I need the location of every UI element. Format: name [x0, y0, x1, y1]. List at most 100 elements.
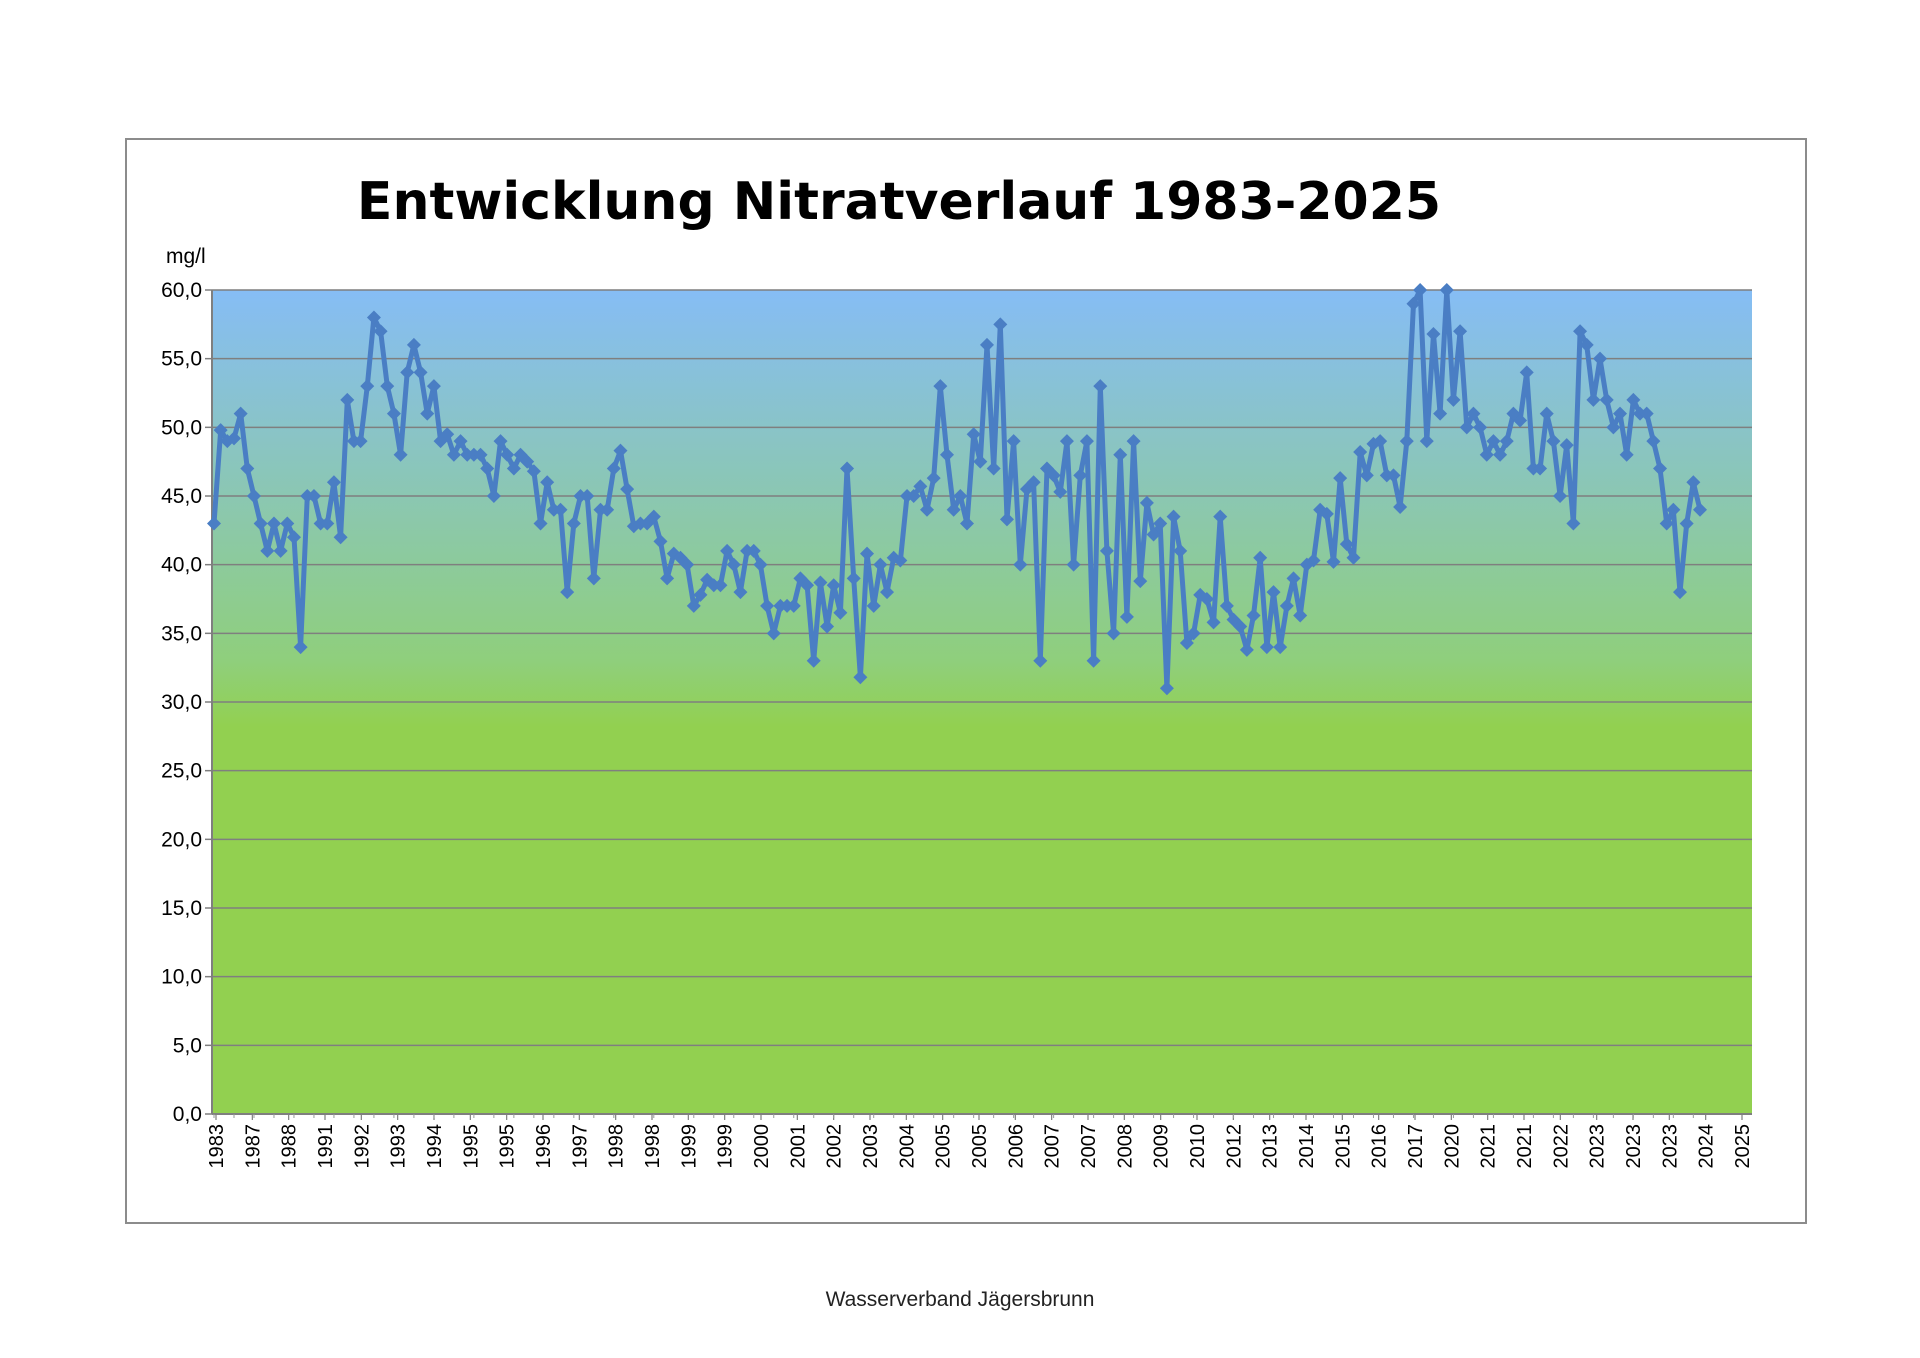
x-tick-label: 1998 — [606, 1124, 628, 1169]
x-tick-label: 1993 — [388, 1124, 410, 1169]
x-tick-label: 1994 — [424, 1124, 446, 1169]
data-point — [1459, 420, 1474, 435]
data-point — [660, 571, 675, 586]
x-tick-label: 2023 — [1587, 1124, 1609, 1169]
data-point — [806, 653, 821, 668]
y-tick-label: 10,0 — [161, 966, 202, 989]
x-tick-label: 2003 — [860, 1124, 882, 1169]
data-point — [833, 605, 848, 620]
data-point — [1246, 608, 1261, 623]
data-point — [340, 392, 355, 407]
data-point — [966, 427, 981, 442]
data-point — [440, 427, 455, 442]
data-point — [620, 482, 635, 497]
data-point — [1419, 434, 1434, 449]
y-tick-label: 60,0 — [161, 279, 202, 302]
data-point — [1439, 283, 1454, 297]
data-point — [1446, 392, 1461, 407]
data-point — [580, 489, 595, 503]
data-point — [1146, 527, 1161, 542]
data-point — [426, 379, 441, 394]
data-point — [1386, 468, 1401, 483]
data-point — [753, 557, 768, 572]
data-point — [853, 670, 868, 685]
data-point — [1079, 434, 1094, 449]
data-point — [1519, 365, 1534, 380]
data-point — [1513, 413, 1528, 428]
x-tick-label: 2023 — [1659, 1124, 1681, 1169]
y-tick-label: 30,0 — [161, 691, 202, 714]
data-point — [1573, 324, 1588, 339]
data-point — [400, 365, 415, 380]
data-point — [793, 571, 808, 586]
data-point — [1326, 554, 1341, 569]
chart-frame: 0,0 5,0 10,0 15,0 20,0 25,0 30,0 35,0 40,0 45,0 50… — [125, 138, 1807, 1224]
data-point — [373, 324, 388, 339]
data-point — [1113, 447, 1128, 462]
data-point — [800, 578, 815, 593]
data-point — [1139, 495, 1154, 510]
data-point — [1186, 626, 1201, 641]
data-point — [366, 310, 381, 325]
data-point — [220, 434, 235, 449]
y-tick-label: 20,0 — [161, 828, 202, 851]
data-point — [1619, 447, 1634, 462]
data-point — [1053, 484, 1068, 499]
data-point — [973, 454, 988, 469]
data-point — [1399, 434, 1414, 449]
data-point — [413, 365, 428, 380]
data-point — [1646, 434, 1661, 449]
x-tick-label: 2021 — [1478, 1124, 1500, 1169]
data-point — [1533, 461, 1548, 476]
data-point — [1119, 609, 1134, 624]
data-point — [766, 626, 781, 641]
data-point — [1679, 516, 1694, 531]
data-point — [1066, 557, 1081, 572]
data-point — [1426, 326, 1441, 341]
data-point — [266, 516, 281, 531]
data-point — [260, 543, 275, 558]
data-point — [1586, 392, 1601, 407]
data-point — [746, 543, 761, 558]
data-point — [713, 578, 728, 593]
x-tick-label: 1988 — [279, 1124, 301, 1169]
data-point — [920, 502, 935, 517]
data-point — [473, 447, 488, 462]
data-point — [1133, 574, 1148, 589]
data-point — [1299, 557, 1314, 572]
data-point — [946, 502, 961, 517]
data-point — [653, 534, 668, 549]
y-tick-label: 15,0 — [161, 897, 202, 920]
data-point — [380, 379, 395, 394]
x-tick-label: 1998 — [642, 1124, 664, 1169]
axis-labels: 0,0 5,0 10,0 15,0 20,0 25,0 30,0 35,0 40,0 45,0 50… — [161, 279, 1754, 1169]
data-point — [866, 598, 881, 613]
y-tick-label: 25,0 — [161, 760, 202, 783]
data-point — [1466, 406, 1481, 421]
data-point — [686, 598, 701, 613]
data-point — [1319, 506, 1334, 521]
data-point — [1653, 461, 1668, 476]
data-point — [306, 489, 321, 503]
x-tick-label: 1997 — [569, 1124, 591, 1169]
x-tick-label: 2006 — [1005, 1124, 1027, 1169]
x-tick-label: 2001 — [787, 1124, 809, 1169]
axes — [205, 289, 1752, 1120]
data-point — [1559, 438, 1574, 453]
data-point — [560, 585, 575, 600]
data-point — [526, 464, 541, 479]
data-point — [1219, 598, 1234, 613]
data-point — [1293, 608, 1308, 623]
data-point — [873, 557, 888, 572]
data-point — [1086, 653, 1101, 668]
data-point — [1639, 406, 1654, 421]
data-point — [493, 434, 508, 449]
series-nitrate — [207, 283, 1707, 696]
x-tick-label: 2014 — [1296, 1124, 1318, 1169]
data-point — [953, 489, 968, 503]
data-point — [959, 516, 974, 531]
data-point — [1433, 406, 1448, 421]
data-point — [893, 553, 908, 568]
y-tick-label: 5,0 — [173, 1034, 202, 1057]
data-point — [1106, 626, 1121, 641]
